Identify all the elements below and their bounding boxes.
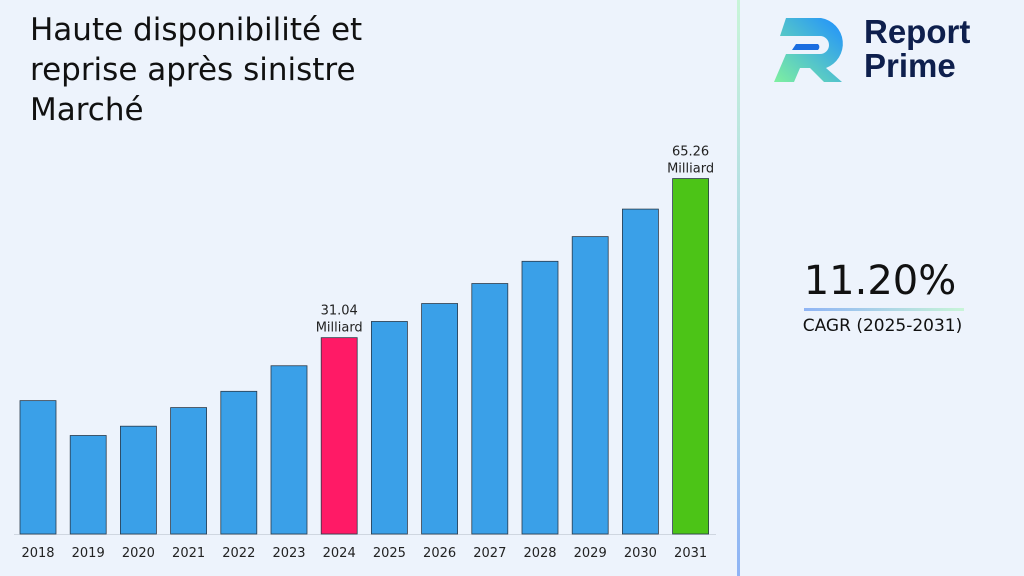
x-tick-label: 2021 — [172, 546, 205, 561]
logo-icon — [774, 18, 843, 82]
divider — [737, 0, 740, 576]
bar-2020 — [120, 425, 157, 535]
cagr-label: CAGR (2025-2031) — [802, 316, 963, 336]
bar-2026 — [421, 303, 459, 535]
bar-chart: 2018 2019 2020 2021 2022 2023 2024 31.04 Milliar… — [14, 145, 716, 561]
data-label-value: 31.04 — [321, 304, 358, 319]
bar-2025 — [370, 321, 408, 535]
data-label-value: 65.26 — [672, 145, 709, 160]
x-tick-label: 2018 — [21, 546, 54, 561]
x-tick-label: 2031 — [674, 546, 707, 561]
data-label-unit: Milliard — [316, 321, 363, 336]
logo-line2: Prime — [864, 47, 956, 84]
logo-line1: Report — [864, 13, 971, 50]
bar-2027 — [471, 283, 509, 535]
bar-2022 — [220, 390, 258, 535]
bar-2031 — [672, 178, 709, 535]
bar-2021 — [170, 407, 208, 535]
x-tick-label: 2026 — [423, 546, 456, 561]
x-tick-label: 2025 — [373, 546, 406, 561]
data-label-unit: Milliard — [667, 162, 714, 177]
chart-title: Haute disponibilité et reprise après sin… — [30, 12, 363, 128]
x-tick-label: 2029 — [574, 546, 607, 561]
cagr-value: 11.20% — [803, 258, 957, 304]
bar-2024 — [320, 337, 358, 535]
bar-2018 — [19, 400, 57, 535]
bar-2029 — [571, 236, 609, 535]
cagr-underline — [804, 308, 964, 311]
x-tick-label: 2027 — [473, 546, 506, 561]
x-tick-label: 2020 — [122, 546, 155, 561]
x-tick-label: 2022 — [222, 546, 255, 561]
x-tick-label: 2023 — [272, 546, 305, 561]
bar-2028 — [521, 260, 559, 535]
bar-2023 — [270, 365, 308, 535]
x-tick-label: 2030 — [624, 546, 657, 561]
x-tick-label: 2028 — [523, 546, 556, 561]
bar-2030 — [622, 208, 659, 535]
x-tick-label: 2024 — [323, 546, 356, 561]
x-tick-label: 2019 — [72, 546, 105, 561]
bar-2019 — [69, 435, 107, 535]
report-prime-logo: Report Prime — [766, 14, 970, 84]
